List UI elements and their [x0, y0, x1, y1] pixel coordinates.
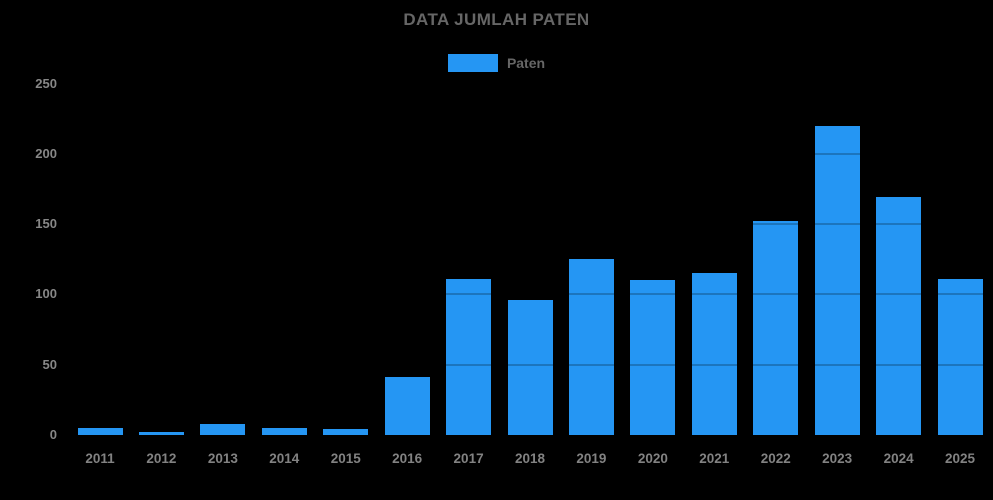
bar-2015[interactable] — [323, 429, 369, 435]
x-tick-label-2019: 2019 — [576, 451, 607, 466]
bar-2024[interactable] — [876, 197, 922, 435]
bar-2012[interactable] — [138, 432, 184, 435]
y-tick-label-200: 200 — [35, 145, 57, 161]
x-tick-label-2014: 2014 — [269, 451, 300, 466]
bar-2018[interactable] — [507, 300, 553, 435]
bar-2019[interactable] — [568, 259, 614, 435]
chart-title: DATA JUMLAH PATEN — [403, 10, 590, 29]
x-tick-label-2015: 2015 — [330, 451, 361, 466]
bar-2011[interactable] — [77, 427, 123, 435]
bar-2021[interactable] — [691, 273, 737, 435]
x-tick-label-2023: 2023 — [822, 451, 853, 466]
bar-2025[interactable] — [937, 278, 983, 435]
legend-swatch-icon — [447, 54, 498, 72]
bar-2023[interactable] — [814, 125, 860, 435]
x-tick-label-2021: 2021 — [699, 451, 730, 466]
x-tick-label-2013: 2013 — [207, 451, 238, 466]
x-tick-label-2011: 2011 — [85, 451, 115, 466]
x-tick-label-2016: 2016 — [392, 451, 423, 466]
y-tick-label-100: 100 — [35, 286, 57, 302]
y-tick-label-0: 0 — [49, 427, 57, 442]
x-tick-label-2025: 2025 — [944, 451, 976, 466]
x-tick-label-2018: 2018 — [514, 451, 546, 466]
y-tick-label-50: 50 — [42, 356, 57, 372]
bar-2013[interactable] — [200, 423, 246, 435]
x-tick-label-2024: 2024 — [883, 451, 914, 466]
x-tick-label-2022: 2022 — [760, 451, 791, 466]
bar-2016[interactable] — [384, 377, 430, 435]
bar-2020[interactable] — [630, 280, 676, 435]
bar-2022[interactable] — [753, 221, 799, 435]
bar-2014[interactable] — [261, 427, 307, 435]
legend-item-paten[interactable]: Paten — [447, 54, 546, 72]
legend-label: Paten — [506, 55, 546, 71]
gridline-250 — [69, 82, 991, 85]
y-tick-label-250: 250 — [35, 75, 57, 91]
chart-legend: Paten — [0, 54, 993, 72]
y-tick-label-150: 150 — [35, 216, 57, 232]
x-tick-label-2017: 2017 — [453, 451, 484, 466]
bar-2017[interactable] — [446, 278, 492, 435]
x-tick-label-2012: 2012 — [146, 451, 177, 466]
x-tick-label-2020: 2020 — [637, 451, 668, 466]
